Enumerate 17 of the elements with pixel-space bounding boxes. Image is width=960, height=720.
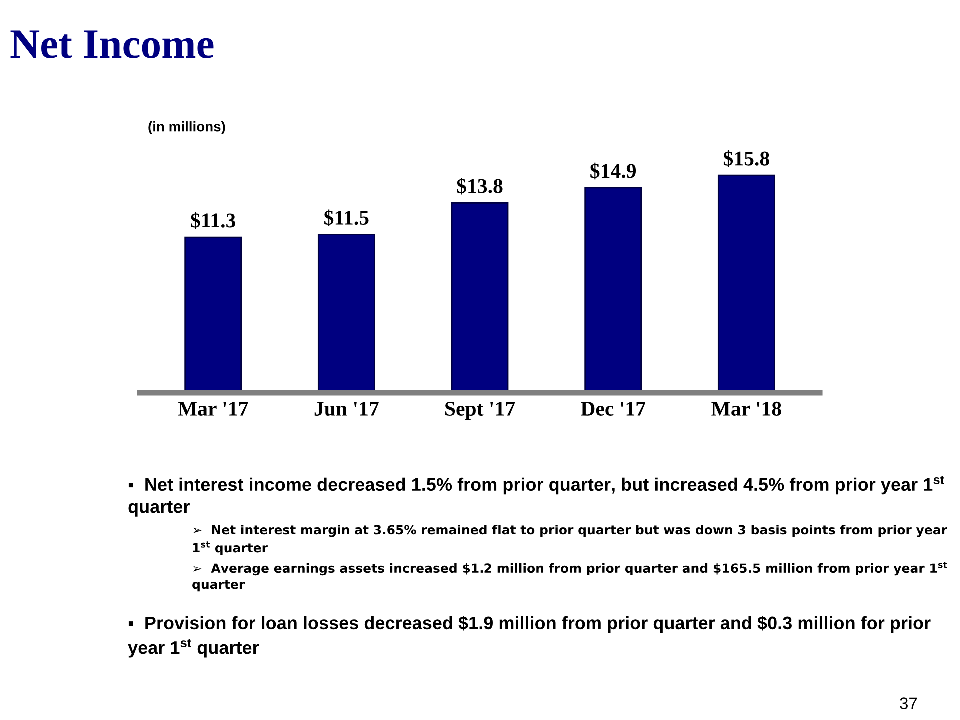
x-tick-label: Mar '17 [178, 402, 248, 416]
data-label: $11.5 [324, 210, 369, 226]
text: ➢ Net interest margin at 3.65% remained flat to prior quarter but was down 3 basis points from prior year 1$^{st}$ quarter [193, 525, 948, 556]
data-label: $11.3 [191, 212, 236, 230]
data-label: $15.8 [724, 150, 770, 168]
data-label: $14.9 [590, 162, 636, 180]
chart-subtitle: (in millions) [148, 122, 226, 134]
text: ➢ Average earnings assets increased $1.2 million from prior quarter and $165.5 million from prior year 1$^{st}$ quarter [192, 562, 948, 592]
text: 37 [900, 698, 918, 710]
x-tick-label: Dec '17 [581, 402, 646, 416]
chart-title: Net Income [10, 30, 214, 58]
text: ▪ Net interest income decreased 1.5% from prior quarter, but increased 4.5% from prior year 1$^{st}$ quarter [128, 476, 944, 517]
x-tick-label: Mar '18 [712, 402, 782, 416]
x-tick-label: Sept '17 [446, 402, 516, 420]
text: ▪ Provision for loan losses decreased $1.9 million from prior quarter and $0.3 million for prior year 1$^{st}$ quarter [128, 616, 931, 658]
x-tick-label: Jun '17 [314, 402, 379, 416]
data-label: $13.8 [457, 178, 503, 195]
